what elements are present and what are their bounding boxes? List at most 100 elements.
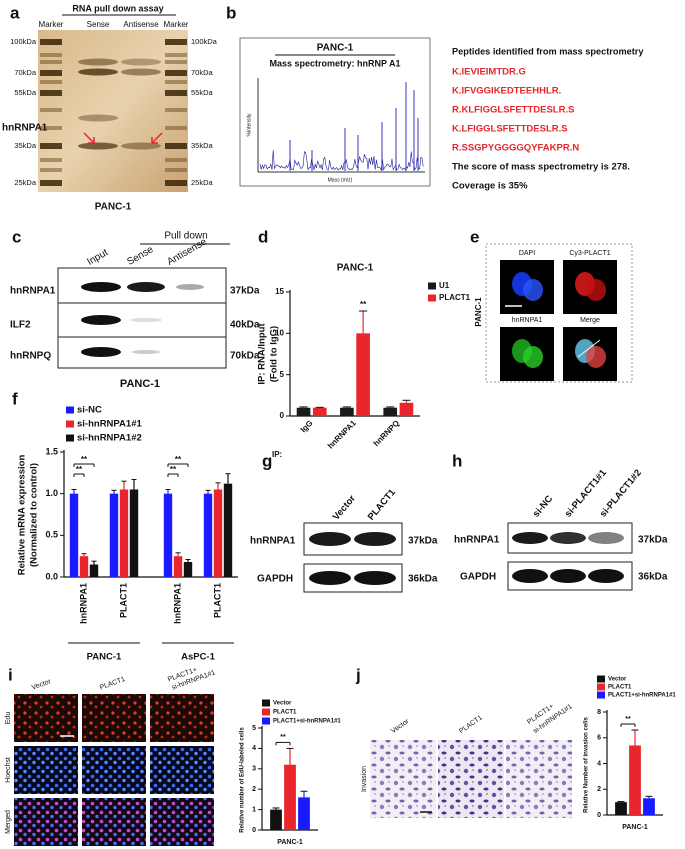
blot-band bbox=[81, 282, 121, 292]
gel-band bbox=[78, 142, 118, 150]
panel-letter: i bbox=[8, 665, 13, 684]
protein-label: ILF2 bbox=[10, 320, 31, 331]
blot-band bbox=[550, 532, 586, 544]
protein-label: hnRNPA1 bbox=[250, 536, 296, 547]
panel-letter: h bbox=[452, 451, 462, 470]
marker-band bbox=[165, 143, 187, 149]
x-tick-label: hnRNPQ bbox=[372, 419, 402, 449]
blot-band bbox=[127, 282, 165, 292]
marker-band bbox=[40, 39, 62, 45]
bar bbox=[356, 333, 370, 416]
channel-label: DAPI bbox=[519, 250, 535, 257]
lane-label: Marker bbox=[164, 20, 189, 29]
marker-band bbox=[165, 90, 187, 96]
gel-band bbox=[78, 58, 118, 66]
y-axis-label: IP: RNA/Input bbox=[257, 323, 268, 385]
bar bbox=[163, 493, 173, 577]
legend-swatch bbox=[428, 294, 436, 302]
bar bbox=[203, 493, 213, 577]
lane-label: Input bbox=[85, 247, 110, 268]
y-tick-label: 4 bbox=[597, 760, 601, 767]
protein-label: GAPDH bbox=[257, 574, 293, 585]
cell-line: PANC-1 bbox=[95, 202, 132, 213]
marker-band bbox=[165, 126, 187, 130]
y-axis-label: Relative mRNA expression bbox=[17, 455, 28, 576]
channel-label: Cy3-PLACT1 bbox=[569, 250, 610, 257]
marker-label: 100kDa bbox=[10, 37, 37, 46]
significance: ** bbox=[76, 465, 83, 474]
legend-label: U1 bbox=[439, 281, 450, 290]
blot-band bbox=[309, 571, 351, 585]
chart-title: PANC-1 bbox=[337, 263, 374, 274]
micrograph bbox=[438, 740, 504, 818]
marker-label: 70kDa bbox=[14, 68, 37, 77]
legend-swatch bbox=[597, 683, 605, 691]
marker-band bbox=[40, 158, 62, 162]
panel-letter: j bbox=[355, 665, 361, 684]
x-tick-label: PLACT1 bbox=[212, 583, 222, 618]
lane-label: PLACT1 bbox=[366, 487, 399, 523]
bar bbox=[312, 407, 327, 416]
marker-label: 70kDa bbox=[191, 68, 214, 77]
marker-band bbox=[40, 143, 62, 149]
marker-band bbox=[165, 180, 187, 186]
legend-label: si-hnRNPA1#2 bbox=[77, 433, 142, 444]
size-label: 37kDa bbox=[230, 286, 260, 297]
panel-letter: c bbox=[12, 227, 21, 246]
size-label: 37kDa bbox=[638, 535, 668, 546]
legend-label: PLACT1+si-hnRNPA1#1 bbox=[273, 719, 341, 725]
legend-swatch bbox=[66, 434, 74, 442]
legend-swatch bbox=[262, 717, 270, 725]
protein-label: GAPDH bbox=[460, 572, 496, 583]
bar bbox=[129, 489, 139, 577]
micrograph bbox=[370, 740, 436, 818]
y-tick-label: 0.5 bbox=[45, 530, 58, 540]
x-tick-label: hnRNPA1 bbox=[78, 583, 88, 624]
y-tick-label: 10 bbox=[275, 328, 284, 337]
bar bbox=[340, 407, 354, 416]
y-tick-label: 3 bbox=[252, 766, 256, 773]
peptide: R.KLFIGGLSFETTDESLR.S bbox=[452, 105, 574, 116]
legend-label: Vector bbox=[608, 677, 627, 683]
y-tick-label: 2 bbox=[597, 786, 601, 793]
bar bbox=[119, 489, 129, 577]
marker-band bbox=[40, 60, 62, 64]
y-axis-label: Relative number of EdU-labeled cells bbox=[240, 727, 246, 833]
lane-label: Antisense bbox=[123, 20, 159, 29]
bar bbox=[213, 489, 223, 577]
bar bbox=[296, 407, 311, 416]
marker-band bbox=[40, 108, 62, 112]
legend-swatch bbox=[597, 675, 605, 683]
x-tick-label: PANC-1 bbox=[277, 839, 303, 846]
blot-band bbox=[588, 532, 624, 544]
lane-label: si-NC bbox=[531, 493, 555, 519]
legend-label: PLACT1 bbox=[608, 685, 632, 691]
y-tick-label: 5 bbox=[252, 725, 256, 732]
significance: ** bbox=[81, 455, 88, 464]
frame bbox=[485, 243, 633, 383]
x-tick-label: IgG bbox=[299, 419, 315, 435]
legend-label: PLACT1 bbox=[439, 293, 471, 302]
micrograph bbox=[150, 798, 214, 846]
peptides-title: Peptides identified from mass spectromet… bbox=[452, 46, 644, 56]
channel-label: Merge bbox=[580, 317, 600, 324]
legend-label: PLACT1 bbox=[273, 710, 297, 716]
protein-label: hnRNPA1 bbox=[454, 535, 500, 546]
marker-band bbox=[40, 53, 62, 57]
column-label: Vector bbox=[31, 678, 53, 692]
axis-label: %Intensity bbox=[246, 113, 252, 137]
pull-down-label: Pull down bbox=[164, 231, 207, 242]
bar bbox=[89, 564, 99, 577]
gel bbox=[38, 30, 188, 192]
score: The score of mass spectrometry is 278. bbox=[452, 162, 630, 173]
y-axis-label: (Normalized to control) bbox=[29, 463, 40, 567]
lane-label: Vector bbox=[331, 493, 358, 523]
y-tick-label: 0 bbox=[252, 827, 256, 834]
marker-band bbox=[165, 60, 187, 64]
arrow bbox=[151, 132, 163, 144]
blot-band bbox=[81, 315, 121, 325]
blot-band bbox=[512, 569, 548, 583]
legend-swatch bbox=[262, 699, 270, 707]
marker-band bbox=[165, 108, 187, 112]
